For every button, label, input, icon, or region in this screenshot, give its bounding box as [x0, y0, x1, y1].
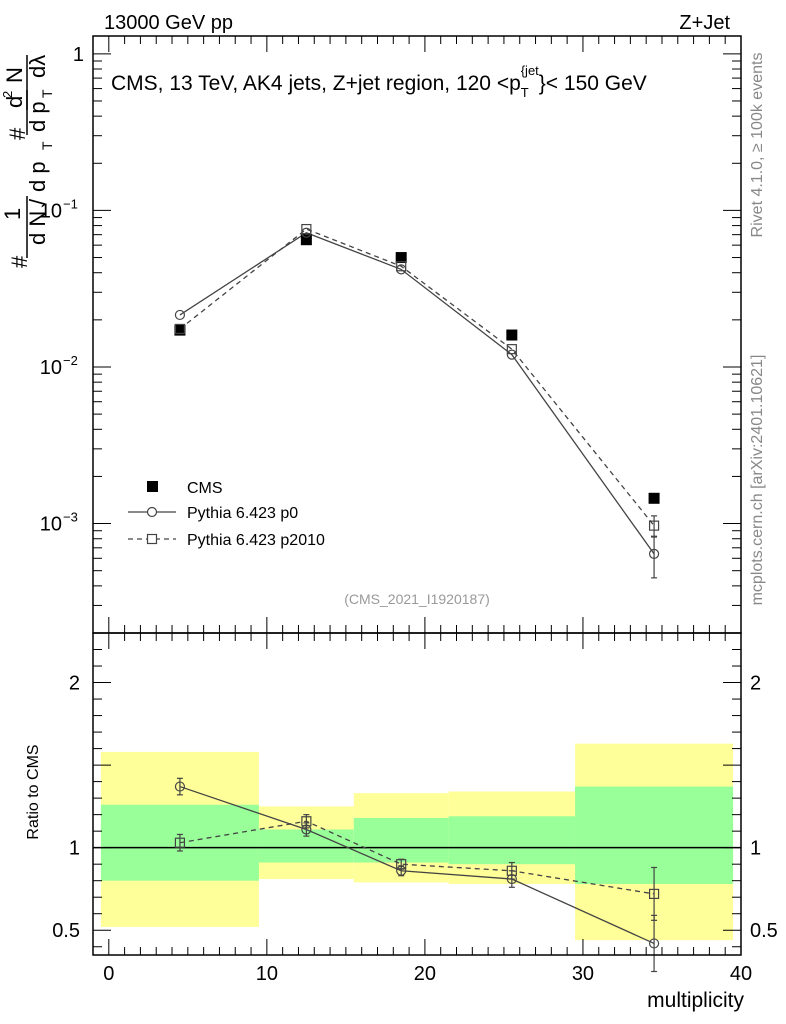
ylabel-dp-2: d p	[25, 101, 50, 132]
ratio-y-tick-label-right: 2	[750, 673, 761, 695]
p0-point	[648, 548, 660, 560]
ylabel-n: N	[2, 67, 27, 83]
cms-data-point	[174, 324, 186, 336]
process-label: Z+Jet	[679, 12, 730, 34]
legend: CMS Pythia 6.423 p0 Pythia 6.423 p2010	[128, 480, 325, 549]
ratio-y-tick-label-right: 0.5	[750, 920, 778, 942]
ratio-p2010-point	[301, 816, 312, 827]
ylabel-hash-1: #	[7, 255, 32, 268]
ratio-p2010-point	[648, 888, 660, 900]
ylabel-sub-t2: T	[39, 89, 55, 98]
x-tick-label: 10	[256, 963, 278, 985]
title-sup: {jet	[521, 63, 539, 78]
ratio-y-tick-label: 1	[69, 838, 80, 860]
svg-text:CMS, 13 TeV, AK4 jets, Z+jet r: CMS, 13 TeV, AK4 jets, Z+jet region, 120…	[111, 63, 647, 100]
legend-marker-p2010	[146, 533, 158, 545]
ylabel-sub-t1: T	[39, 141, 55, 150]
main-y-tick-label: 10	[40, 200, 62, 222]
legend-marker-cms	[147, 481, 158, 492]
ratio-p2010-point	[396, 859, 407, 870]
p2010-point	[506, 344, 517, 355]
rivet-version-label: Rivet 4.1.0, ≥ 100k events	[749, 53, 766, 238]
main-y-tick-exponent: −2	[63, 353, 78, 368]
p2010-point	[174, 323, 186, 335]
cms-data-point	[395, 252, 407, 264]
ylabel-dp: d p	[25, 161, 50, 192]
x-axis-label: multiplicity	[647, 989, 744, 1012]
ratio-y-tick-label: 0.5	[52, 920, 80, 942]
ylabel-sup-2: 2	[0, 91, 15, 98]
legend-label-p2010: Pythia 6.423 p2010	[187, 532, 325, 549]
series-p0-line	[179, 232, 655, 555]
uncertainty-band-inner	[353, 817, 449, 863]
cms-data-point	[648, 492, 660, 504]
ratio-p2010-point	[506, 865, 517, 876]
ylabel-slash: /	[25, 198, 50, 205]
ratio-y-tick-label: 2	[69, 673, 80, 695]
title-tail: }< 150 GeV	[539, 72, 647, 95]
main-y-tick-label: 10	[40, 514, 62, 536]
p2010-point	[301, 223, 312, 235]
series-p2010-line	[179, 228, 655, 527]
p2010-point	[648, 520, 660, 531]
main-y-tick-label: 1	[73, 44, 84, 66]
main-panel: 110−110−210−3 CMS, 13 TeV, AK4 jets, Z+j…	[0, 35, 742, 634]
plot-title: CMS, 13 TeV, AK4 jets, Z+jet region, 120…	[111, 63, 647, 100]
ratio-y-tick-label-right: 1	[750, 838, 761, 860]
main-y-tick-exponent: −3	[63, 510, 78, 525]
ratio-panel: 0.5 0.5 1 1 2 2 0 10 20 30 40 Ratio to CMS multip…	[25, 632, 778, 1012]
ylabel-one: 1	[0, 208, 25, 220]
title-sub: T	[521, 85, 529, 100]
ratio-p2010-point	[174, 837, 186, 848]
ratio-p0-point	[174, 781, 186, 792]
y-axis-label: # 1 d N / d p T # d p T d 2 N dλ	[0, 55, 55, 268]
ylabel-dlambda: dλ	[25, 55, 50, 78]
legend-marker-p0	[146, 506, 158, 518]
ylabel-hash-2: #	[5, 127, 30, 140]
uncertainty-band-inner	[448, 816, 576, 865]
legend-label-p0: Pythia 6.423 p0	[187, 505, 298, 522]
ratio-p0-point	[648, 938, 660, 949]
ylabel-d: d	[2, 96, 27, 108]
p0-point	[506, 349, 517, 360]
title-text: CMS, 13 TeV, AK4 jets, Z+jet region, 120…	[111, 72, 521, 95]
legend-label-cms: CMS	[187, 480, 223, 497]
ratio-frame	[92, 632, 742, 956]
x-tick-label: 0	[103, 963, 114, 985]
x-tick-label: 30	[572, 963, 594, 985]
x-tick-label: 20	[414, 963, 436, 985]
cms-data-point	[300, 234, 312, 246]
ratio-p2010-line	[179, 820, 655, 895]
ylabel-dn: d N	[25, 211, 50, 245]
cms-data-point	[506, 329, 518, 341]
energy-label: 13000 GeV pp	[104, 12, 233, 34]
mcplots-label: mcplots.cern.ch [arXiv:2401.10621]	[749, 355, 766, 606]
main-y-tick-exponent: −1	[63, 196, 78, 211]
p0-point	[174, 309, 186, 321]
ratio-y-axis-label: Ratio to CMS	[25, 744, 42, 839]
p2010-point	[396, 261, 407, 272]
analysis-id-watermark: (CMS_2021_I1920187)	[344, 591, 490, 607]
x-tick-label: 40	[730, 963, 752, 985]
main-y-tick-label: 10	[40, 357, 62, 379]
